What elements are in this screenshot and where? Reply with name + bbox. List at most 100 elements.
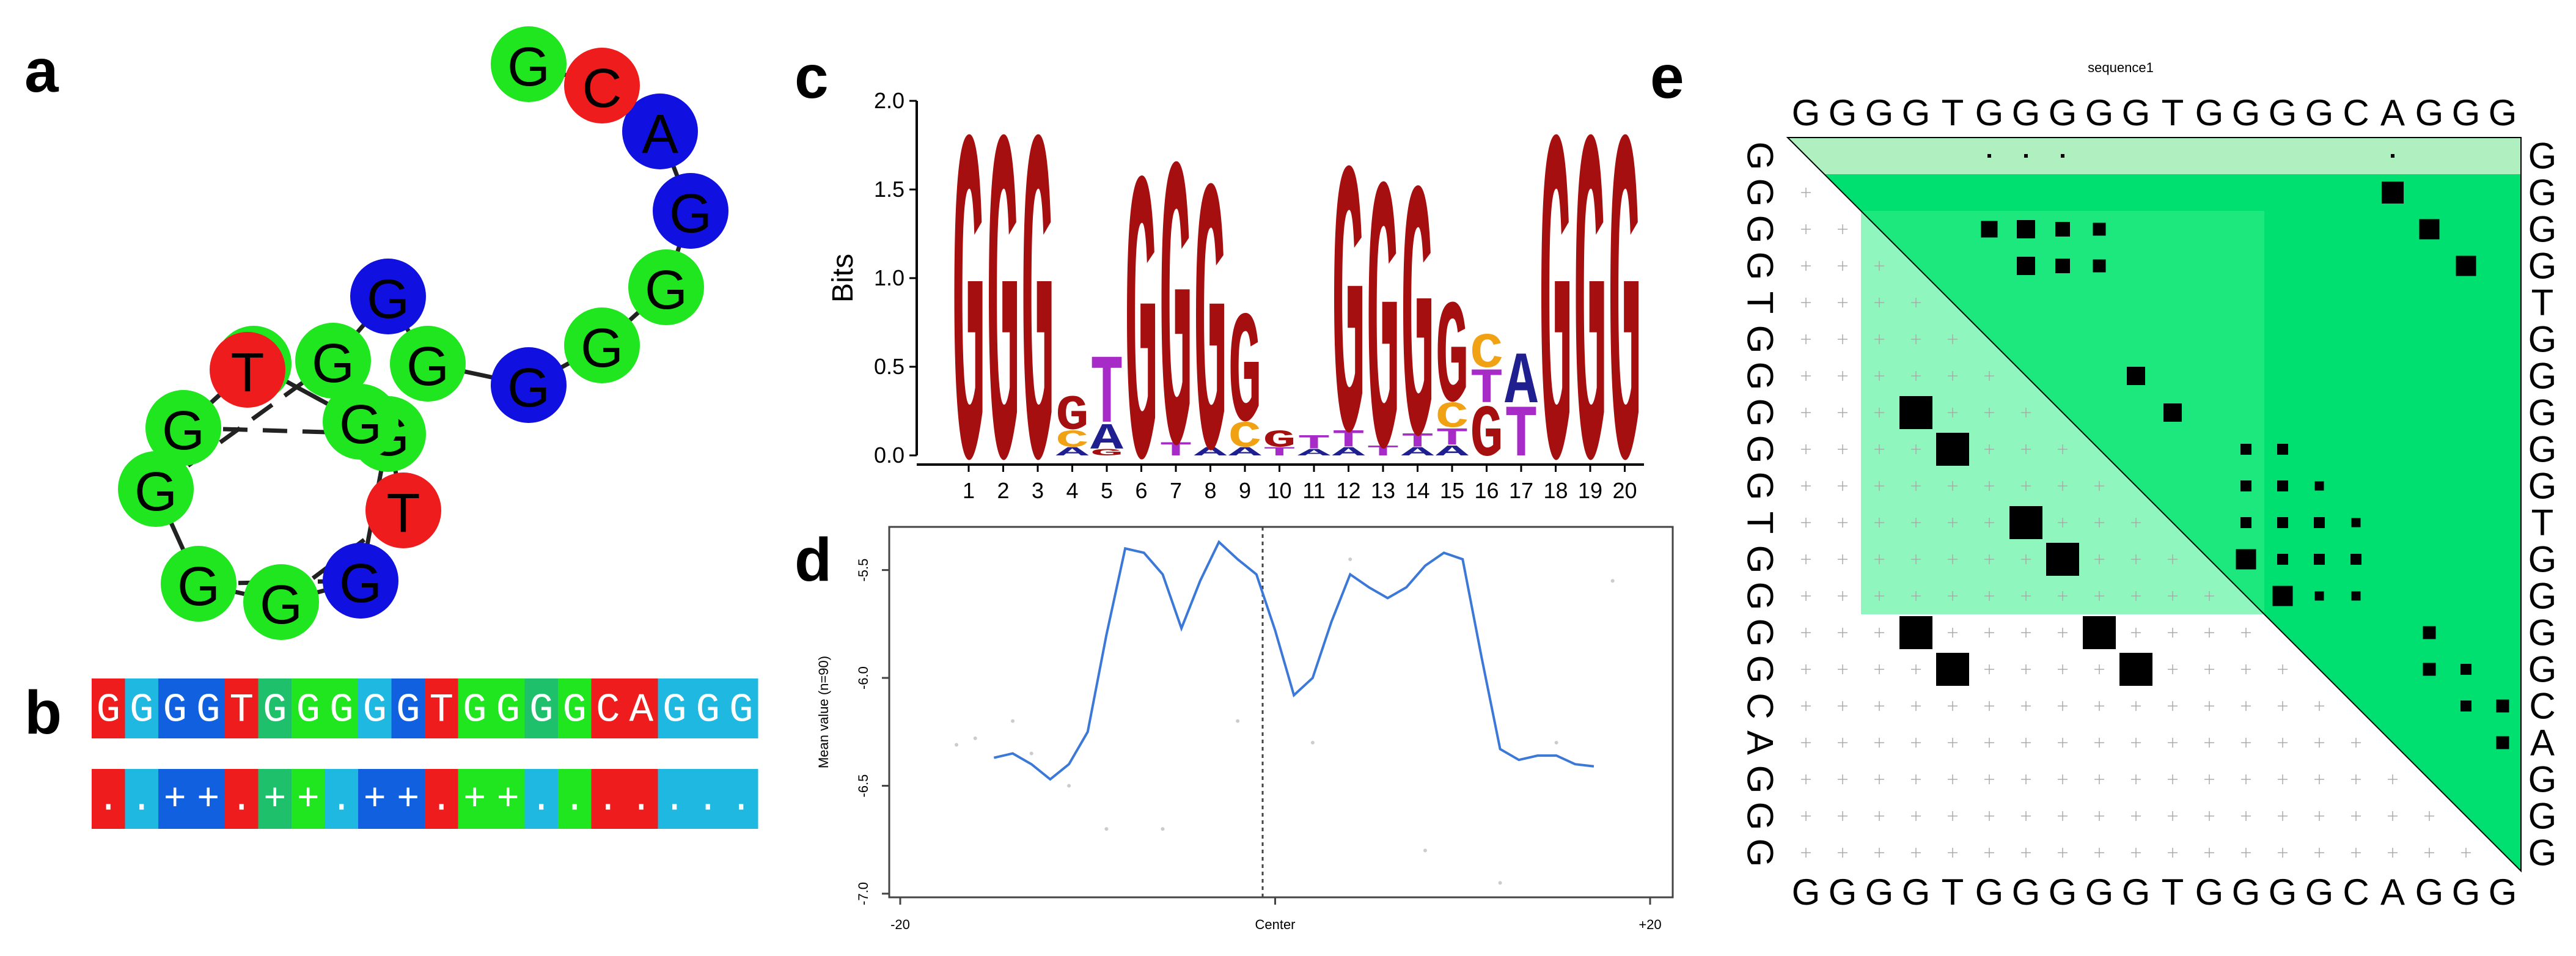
strip1-cell: G xyxy=(658,678,692,738)
strip2-cell: . xyxy=(558,769,592,829)
dotplot-upper-square xyxy=(2419,219,2440,240)
strip1-cell: A xyxy=(625,678,658,738)
panel-label-c: c xyxy=(794,43,829,111)
svg-text:G: G xyxy=(581,318,623,379)
svg-text:G: G xyxy=(507,37,550,98)
dotplot-left-label: G xyxy=(1740,472,1781,501)
dotplot-top-label: G xyxy=(1829,92,1857,133)
svg-text:G: G xyxy=(1021,56,1054,600)
logo-xtick: 5 xyxy=(1101,478,1113,503)
structure-node: G xyxy=(145,390,221,466)
dotplot-bottom-label: G xyxy=(1975,872,2004,913)
panel-label-b: b xyxy=(24,678,62,747)
dotplot-right-label: G xyxy=(2528,539,2557,580)
dotplot-bottom-label: G xyxy=(2452,872,2481,913)
dotplot-bottom-label: G xyxy=(2049,872,2077,913)
logo-letter: G xyxy=(1194,119,1227,565)
logo-letter: T xyxy=(1367,443,1400,460)
line-faint-point xyxy=(1029,751,1033,756)
line-faint-point xyxy=(1310,740,1315,745)
svg-text:C: C xyxy=(582,58,622,119)
dotplot-lower-square xyxy=(2119,653,2152,686)
strip1-cell: G xyxy=(258,678,292,738)
dotplot-bottom-label: G xyxy=(2195,872,2224,913)
logo-letter: C xyxy=(1436,397,1469,439)
logo-letter: C xyxy=(1470,326,1503,381)
svg-text:T: T xyxy=(1297,432,1330,454)
strip2-cell: . xyxy=(724,769,758,829)
dotplot-upper-square xyxy=(2423,626,2436,639)
structure-node: G xyxy=(243,564,319,640)
logo-letter: G xyxy=(1021,56,1054,600)
dotplot-bottom-label: G xyxy=(2415,872,2444,913)
logo-letter: G xyxy=(1228,287,1261,468)
svg-text:C: C xyxy=(1436,397,1469,439)
line-ytick: -6.5 xyxy=(856,774,871,798)
strip1-cell: G xyxy=(292,678,325,738)
strip2-cell: + xyxy=(491,769,525,829)
dotplot-right-label: A xyxy=(2530,723,2555,763)
dotplot-upper-square xyxy=(2163,403,2182,422)
line-faint-point xyxy=(1554,740,1558,745)
dotplot-upper-square xyxy=(2277,554,2288,565)
dotplot-upper-square xyxy=(2496,699,2509,713)
dotplot-bottom-label: G xyxy=(2232,872,2261,913)
dotplot-bottom-label: G xyxy=(1829,872,1857,913)
dotplot-tiny-dot xyxy=(2024,154,2028,158)
svg-text:G: G xyxy=(396,688,420,734)
svg-text:G: G xyxy=(1539,56,1572,600)
svg-text:A: A xyxy=(1228,445,1262,459)
dotplot-top-label: G xyxy=(2012,92,2041,133)
strip1-cell: G xyxy=(158,678,192,738)
dotplot-right-label: T xyxy=(2531,282,2554,323)
dotplot-bottom-label: T xyxy=(2162,872,2184,913)
dotplot-right-label: G xyxy=(2528,319,2557,360)
dotplot-top-label: G xyxy=(2452,92,2481,133)
logo-xtick: 12 xyxy=(1336,478,1360,503)
logo-xtick: 18 xyxy=(1543,478,1568,503)
logo-letter: T xyxy=(1505,394,1538,477)
logo-letter: G xyxy=(986,56,1019,600)
logo-xtick: 14 xyxy=(1405,478,1429,503)
svg-text:T: T xyxy=(1401,430,1434,452)
svg-text:.: . xyxy=(130,778,153,822)
svg-text:+: + xyxy=(164,778,186,822)
dotplot-upper-square xyxy=(2496,736,2509,749)
dotplot-left-label: G xyxy=(1740,252,1781,281)
svg-text:G: G xyxy=(1228,287,1261,468)
dotplot-top-label: G xyxy=(2195,92,2224,133)
line-faint-point xyxy=(1348,557,1352,561)
dotplot-left-label: G xyxy=(1740,619,1781,647)
dotplot-right-label: G xyxy=(2528,392,2557,433)
svg-text:T: T xyxy=(1367,443,1400,460)
svg-text:.: . xyxy=(730,778,752,822)
logo-letter: A xyxy=(1090,418,1123,460)
strip1-cell: G xyxy=(325,678,359,738)
dotplot-upper-square xyxy=(1981,221,1998,238)
dotplot-bottom-label: G xyxy=(2085,872,2114,913)
dotplot-left-label: G xyxy=(1740,399,1781,427)
svg-text:G: G xyxy=(1401,125,1434,543)
strip2-cell: . xyxy=(92,769,125,829)
dotplot-left-label: G xyxy=(1740,362,1781,391)
structure-node: G xyxy=(323,384,398,460)
mean-value-series-line xyxy=(993,540,1594,781)
svg-text:G: G xyxy=(729,688,754,734)
strip2-cell: . xyxy=(225,769,259,829)
strip2-cell: . xyxy=(591,769,625,829)
logo-letter: G xyxy=(1574,56,1607,600)
structure-node: G xyxy=(564,307,640,383)
dotplot-lower-square xyxy=(1936,653,1969,686)
panel-label-a: a xyxy=(24,37,59,105)
structure-node: G xyxy=(350,259,426,334)
svg-text:G: G xyxy=(329,688,354,734)
dotplot-bottom-label: C xyxy=(2343,872,2369,913)
dotplot-bottom-label: G xyxy=(2122,872,2151,913)
svg-text:A: A xyxy=(642,104,678,165)
svg-text:G: G xyxy=(163,688,187,734)
dotplot-tiny-dot xyxy=(1987,154,1991,158)
dotplot-left-label: T xyxy=(1740,512,1781,534)
svg-text:.: . xyxy=(630,778,653,822)
svg-text:G: G xyxy=(260,575,303,636)
